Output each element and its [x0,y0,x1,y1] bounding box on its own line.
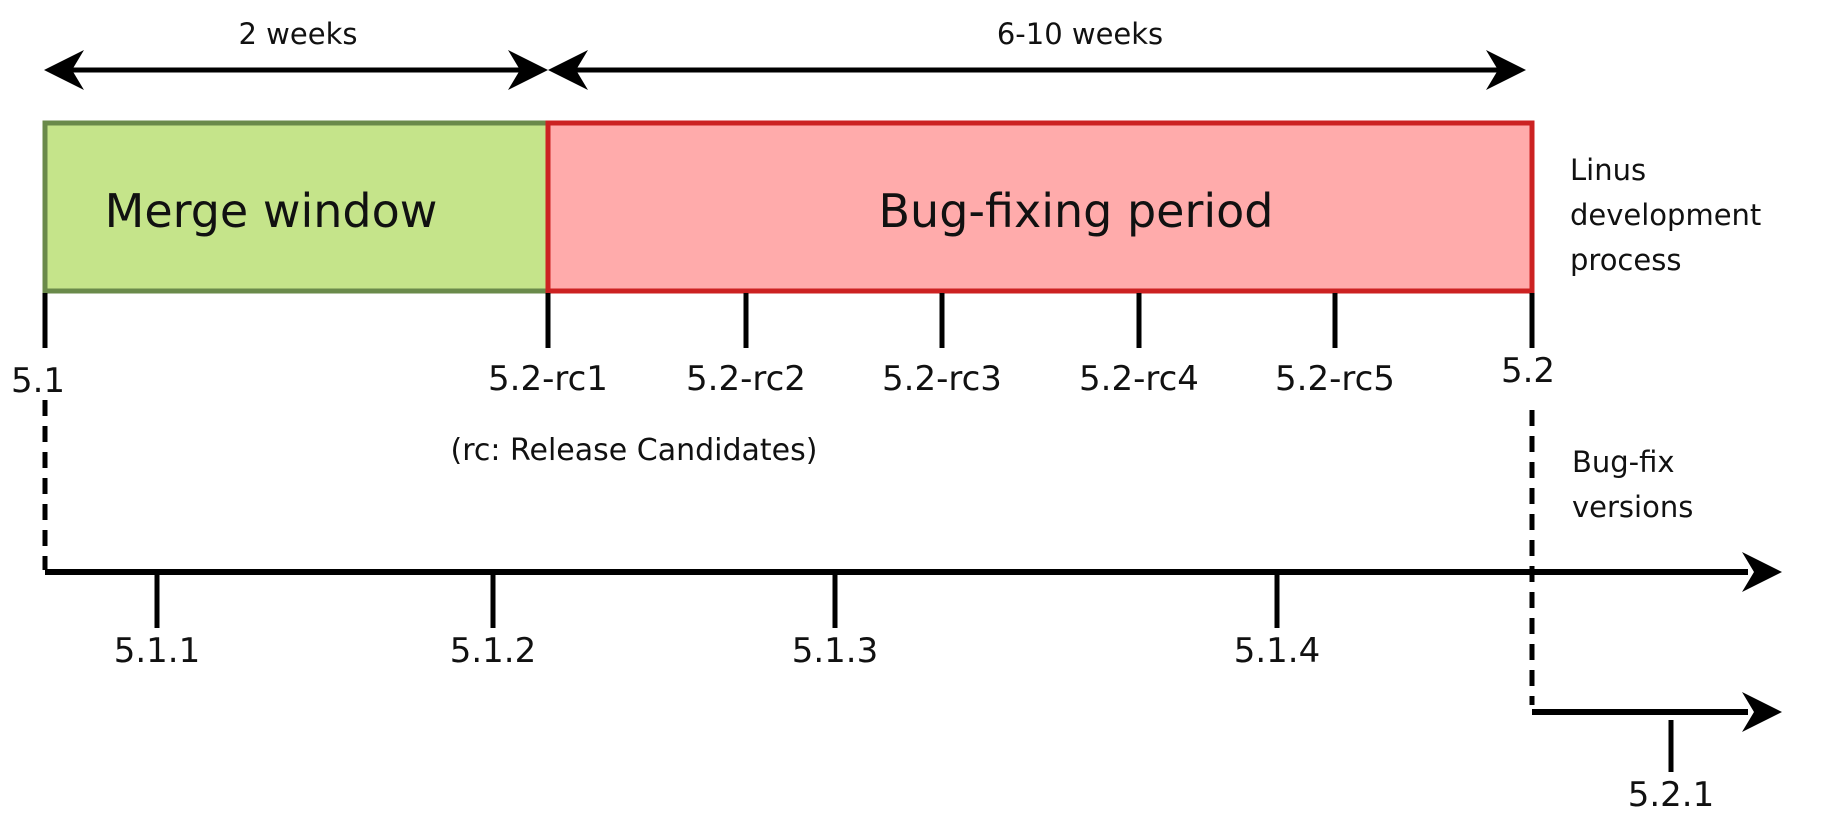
linus-label-line2: development [1570,198,1761,232]
stable-5-1-4: 5.1.4 [1234,631,1321,671]
bugfix-period-box [545,120,1535,294]
linus-label-line1: Linus [1570,153,1646,187]
release-5-2: 5.2 [1501,351,1555,391]
stable-5-1-1: 5.1.1 [114,631,201,671]
bugfix-period-label: Bug-fixing period [879,184,1274,238]
stable-5-1-timeline [45,552,1782,592]
bugfix-duration-arrow [548,50,1526,90]
release-5-2-rc1: 5.2-rc1 [488,359,608,399]
stable-5-1-2: 5.1.2 [450,631,537,671]
stable-5-2-1: 5.2.1 [1628,775,1715,814]
linus-label-line3: process [1570,243,1681,277]
release-5-2-rc3: 5.2-rc3 [882,359,1002,399]
rc-note: (rc: Release Candidates) [451,433,818,468]
bugfix-versions-line2: versions [1572,490,1693,524]
release-5-2-rc4: 5.2-rc4 [1079,359,1199,399]
merge-duration-label: 2 weeks [239,17,358,51]
merge-window-label: Merge window [105,184,438,238]
release-5-2-rc2: 5.2-rc2 [686,359,806,399]
bugfix-versions-line1: Bug-fix [1572,445,1675,479]
bugfix-duration-label: 6-10 weeks [997,17,1163,51]
release-5-2-rc5: 5.2-rc5 [1275,359,1395,399]
merge-duration-arrow [44,50,548,90]
merge-window-box [42,120,551,294]
stable-5-1-3: 5.1.3 [792,631,879,671]
release-5-1: 5.1 [11,361,65,401]
stable-5-2-timeline [1532,692,1782,732]
